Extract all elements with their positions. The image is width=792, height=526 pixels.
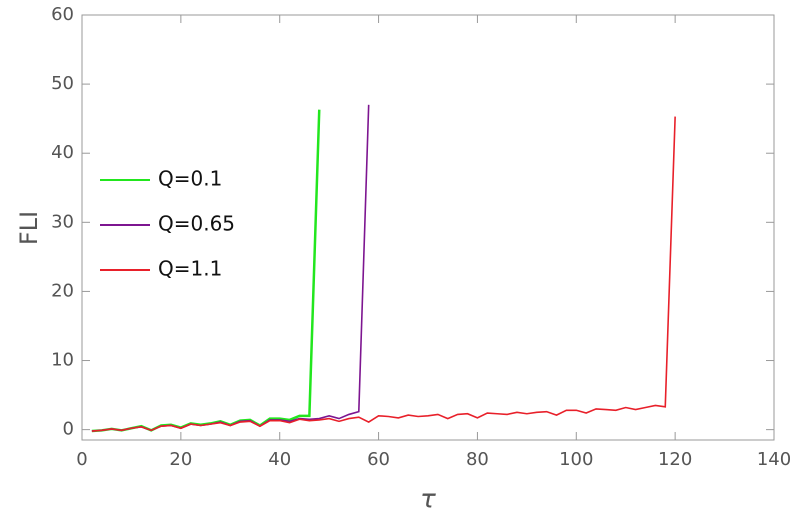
y-tick-label: 40 [51,142,74,163]
y-tick-label: 30 [51,211,74,232]
legend-label: Q=0.65 [158,212,235,236]
y-tick-label: 0 [63,419,74,440]
x-axis-label: τ [420,485,436,515]
x-tick-label: 0 [76,449,87,470]
plot-frame [81,14,775,441]
x-tick-label: 60 [367,449,390,470]
legend-label: Q=1.1 [158,257,222,281]
series-line [91,116,676,432]
x-tick-label: 40 [268,449,291,470]
y-tick-label: 50 [51,73,74,94]
x-tick-label: 100 [559,449,593,470]
y-tick-label: 60 [51,4,74,25]
y-tick-label: 10 [51,350,74,371]
y-tick-label: 20 [51,280,74,301]
x-tick-label: 80 [466,449,489,470]
x-tick-label: 140 [757,449,791,470]
series-line [91,104,370,432]
x-tick-label: 120 [658,449,692,470]
x-tick-label: 20 [169,449,192,470]
y-axis-label: FLI [15,211,43,245]
legend-label: Q=0.1 [158,167,222,191]
